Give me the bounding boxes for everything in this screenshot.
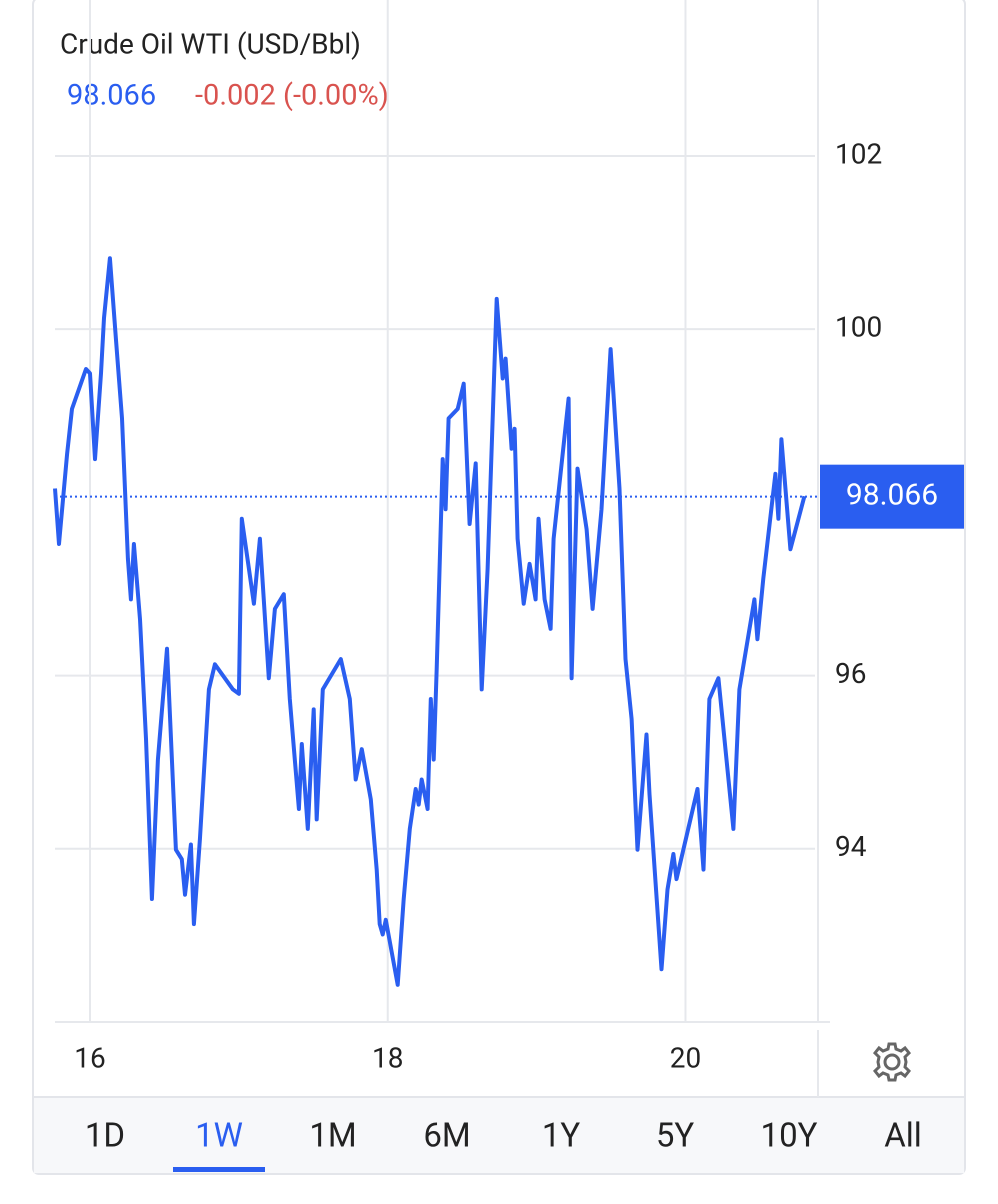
- last-price-box: [820, 464, 964, 529]
- price-line: [53, 256, 807, 987]
- range-bar: [34, 1097, 964, 1173]
- x-tick-label: 16: [74, 1041, 105, 1074]
- last-price: 98.066: [67, 79, 156, 113]
- range-button[interactable]: 10Y: [761, 1117, 818, 1156]
- range-button[interactable]: All: [884, 1117, 922, 1156]
- card: [32, 0, 966, 1175]
- chart-title: Crude Oil WTI (USD/Bbl): [60, 27, 361, 60]
- x-tick-label: 18: [372, 1041, 403, 1074]
- y-tick-label: 96: [835, 657, 866, 690]
- range-button[interactable]: 5Y: [656, 1117, 695, 1156]
- range-button[interactable]: 6M: [423, 1117, 470, 1156]
- last-price-label: 98.066: [846, 478, 938, 513]
- settings-icon[interactable]: [872, 1042, 912, 1082]
- range-button[interactable]: 1Y: [542, 1117, 581, 1156]
- x-tick-label: 20: [670, 1041, 701, 1074]
- y-tick-label: 100: [835, 311, 882, 344]
- y-tick-label: 94: [835, 830, 867, 863]
- price-change: -0.002 (-0.00%): [195, 79, 389, 113]
- range-button[interactable]: 1M: [309, 1117, 356, 1156]
- range-button[interactable]: 1D: [85, 1117, 125, 1156]
- y-tick-label: 102: [835, 137, 882, 170]
- range-selected-underline: [173, 1167, 265, 1172]
- range-button[interactable]: 1W: [195, 1117, 243, 1156]
